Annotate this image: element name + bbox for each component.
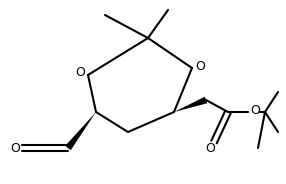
Text: O: O [250,105,260,118]
Text: O: O [75,66,85,79]
Text: O: O [205,142,215,155]
Text: O: O [10,141,20,155]
Polygon shape [174,97,207,112]
Polygon shape [65,112,96,150]
Text: O: O [195,59,205,72]
